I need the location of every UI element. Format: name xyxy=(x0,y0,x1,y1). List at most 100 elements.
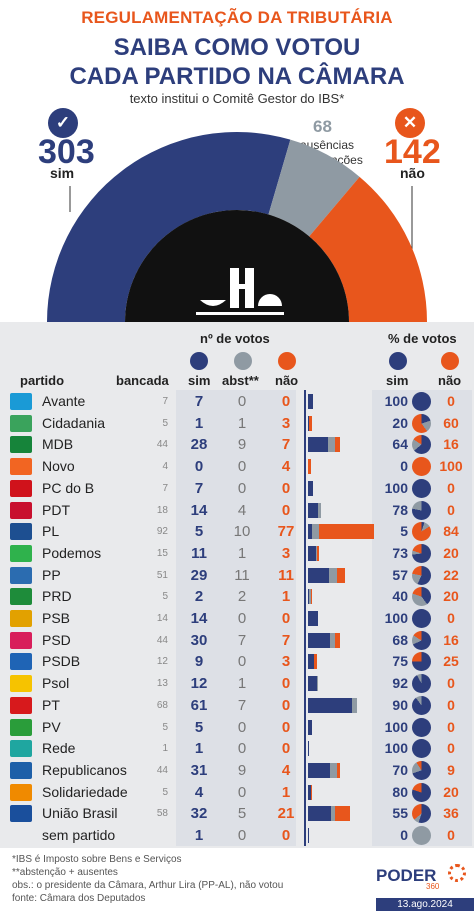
pct-sim: 100 xyxy=(384,718,408,735)
votes-nao: 7 xyxy=(281,436,291,454)
votes-abst: 11 xyxy=(234,566,250,584)
footnote-abst: **abstenção + ausentes xyxy=(12,867,118,878)
votes-abst: 0 xyxy=(237,610,247,627)
vote-pie xyxy=(412,565,431,585)
votes-nao: 3 xyxy=(281,414,291,432)
col-pct-nao: não xyxy=(438,373,462,388)
party-logo-icon xyxy=(10,805,32,823)
nao-dot xyxy=(278,352,296,370)
bancada: 44 xyxy=(156,634,168,646)
votes-nao: 4 xyxy=(281,761,291,779)
party-logo-icon xyxy=(10,610,32,627)
party-name: PSDB xyxy=(42,653,81,670)
pct-sim-dot xyxy=(389,352,407,370)
bar-sim xyxy=(308,762,331,778)
party-name: Podemos xyxy=(42,544,102,561)
pct-nao: 25 xyxy=(443,653,459,670)
votes-sim: 14 xyxy=(190,501,208,519)
bar-sim xyxy=(308,806,332,822)
votes-nao: 0 xyxy=(281,675,291,693)
nao-total: 142 xyxy=(384,133,441,171)
vote-pie xyxy=(412,739,431,759)
votes-abst: 2 xyxy=(237,588,247,606)
bar-sim xyxy=(308,589,310,605)
table-row: Psol 13 12 1 0 92 0 xyxy=(0,673,474,694)
party-logo-icon xyxy=(10,675,32,693)
party-logo-icon xyxy=(10,588,32,606)
col-sim: sim xyxy=(188,373,211,388)
party-name: Psol xyxy=(42,675,70,692)
vote-pie xyxy=(412,782,431,802)
table-row: PSDB 12 9 0 3 75 25 xyxy=(0,651,474,672)
table-row: PC do B 7 7 0 0 100 0 xyxy=(0,478,474,499)
pct-nao: 0 xyxy=(447,740,455,757)
votes-nao: 4 xyxy=(281,458,291,476)
party-name: PL xyxy=(42,523,60,540)
arc-nao xyxy=(309,176,427,322)
date-badge: 13.ago.2024 xyxy=(376,898,474,911)
bar-abst xyxy=(351,697,357,713)
votes-nao: 0 xyxy=(281,610,291,627)
party-name: Cidadania xyxy=(42,414,106,431)
arc-sim xyxy=(47,132,291,322)
vote-pie xyxy=(412,826,431,845)
pct-nao: 0 xyxy=(447,696,455,713)
party-table: nº de votos % de votos partido bancada s… xyxy=(0,322,474,848)
bancada: 5 xyxy=(162,786,168,798)
bancada: 14 xyxy=(156,613,168,624)
party-name: PRD xyxy=(42,588,72,605)
arc-inner xyxy=(125,210,349,322)
bancada: 68 xyxy=(156,699,168,711)
col-abst: abst** xyxy=(222,373,259,388)
sim-total-label: sim xyxy=(50,165,75,181)
party-logo-icon xyxy=(10,631,32,649)
vote-pie xyxy=(412,392,431,411)
pct-nao: 0 xyxy=(447,479,455,496)
pct-group-header: % de votos xyxy=(388,331,457,346)
pct-sim: 40 xyxy=(392,588,408,605)
party-name: PDT xyxy=(42,501,70,518)
votes-sim: 30 xyxy=(190,631,208,649)
sim-dot xyxy=(190,352,208,370)
party-logo-icon xyxy=(10,436,32,454)
nao-total-label: não xyxy=(400,165,425,181)
votes-sim: 7 xyxy=(194,393,204,410)
bar-sim xyxy=(308,415,309,431)
abst-dot xyxy=(234,352,252,370)
pct-nao: 0 xyxy=(447,393,455,409)
votes-nao: 77 xyxy=(277,523,295,541)
bancada: 7 xyxy=(162,396,168,407)
bancada: 12 xyxy=(156,656,168,668)
bancada: 18 xyxy=(156,504,168,516)
vote-pie xyxy=(412,630,431,650)
x-icon: ✕ xyxy=(395,108,425,138)
vote-pie xyxy=(412,804,431,824)
bar-abst xyxy=(329,632,335,648)
table-row: MDB 44 28 9 7 64 16 xyxy=(0,434,474,455)
party-name: MDB xyxy=(42,436,74,453)
votes-abst: 1 xyxy=(237,544,247,562)
votes-abst: 9 xyxy=(237,436,247,454)
bar-sim xyxy=(308,394,314,409)
bar-nao xyxy=(310,589,312,605)
table-row: Solidariedade 5 4 0 1 80 20 xyxy=(0,782,474,803)
votes-nao: 0 xyxy=(281,501,291,519)
bancada: 5 xyxy=(162,721,168,733)
party-logo-icon xyxy=(10,479,32,497)
table-row: PV 5 5 0 0 100 0 xyxy=(0,717,474,738)
vote-pie xyxy=(412,587,431,607)
vote-pie xyxy=(412,674,431,694)
pct-nao-dot xyxy=(441,352,459,370)
bar-sim xyxy=(308,502,319,518)
pct-sim: 55 xyxy=(392,805,408,822)
table-row: PP 51 29 11 11 57 22 xyxy=(0,565,474,586)
hero-section: REGULAMENTAÇÃO DA TRIBUTÁRIA SAIBA COMO … xyxy=(0,0,474,322)
table-row: PRD 5 2 2 1 40 20 xyxy=(0,586,474,607)
party-logo-icon xyxy=(10,718,32,736)
bar-abst xyxy=(331,806,335,822)
votes-sim: 1 xyxy=(194,414,204,432)
pct-nao: 20 xyxy=(443,783,459,800)
bar-sim xyxy=(308,545,316,561)
pct-nao: 20 xyxy=(443,588,459,605)
bar-abst xyxy=(315,545,317,561)
